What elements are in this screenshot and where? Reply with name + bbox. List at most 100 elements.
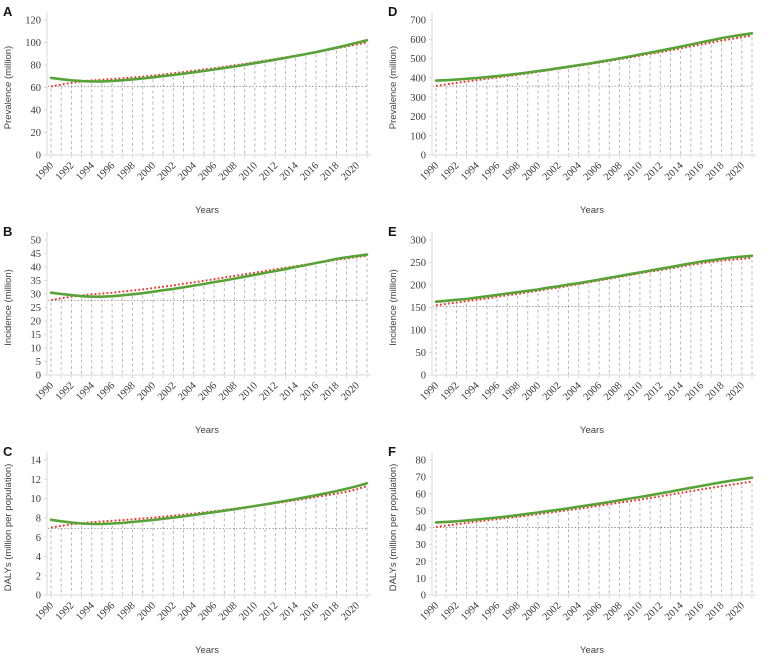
svg-text:0: 0 [36, 151, 41, 162]
svg-text:2002: 2002 [156, 160, 179, 183]
svg-text:2004: 2004 [176, 380, 199, 403]
svg-text:0: 0 [421, 371, 426, 382]
svg-text:0: 0 [421, 591, 426, 602]
svg-text:80: 80 [31, 61, 42, 72]
svg-text:700: 700 [410, 16, 426, 27]
svg-text:2020: 2020 [724, 160, 747, 183]
panel-label-a: A [3, 4, 13, 19]
svg-text:1996: 1996 [480, 380, 503, 403]
chart-b-incidence-number: 0 5 10 15 20 25 30 35 40 45 50 19901992199419961998… [3, 232, 371, 436]
panel-f: F 0 10 20 30 40 50 60 70 80 1990 1992 1994 1996 1998 2… [385, 440, 770, 660]
chart-e-incidence-number: 0501001502002503001990199219941996199820… [388, 232, 756, 436]
svg-text:1990: 1990 [418, 160, 441, 183]
panel-c: C 0 2 4 6 8 10 12 14 1990 1992 1994 1996 1998 2000 200… [0, 440, 385, 660]
svg-text:4: 4 [36, 552, 42, 563]
svg-text:250: 250 [410, 258, 426, 269]
svg-text:2004: 2004 [176, 600, 199, 623]
svg-text:2010: 2010 [622, 600, 645, 623]
svg-text:1990: 1990 [418, 600, 441, 623]
svg-text:2020: 2020 [339, 160, 362, 183]
svg-text:600: 600 [410, 35, 426, 46]
panel-label-f: F [388, 444, 396, 459]
svg-text:2000: 2000 [135, 380, 158, 403]
svg-text:2016: 2016 [299, 160, 322, 183]
svg-text:150: 150 [410, 303, 426, 314]
svg-text:2020: 2020 [339, 380, 362, 403]
svg-text:40: 40 [31, 263, 42, 274]
svg-text:12: 12 [31, 475, 42, 486]
svg-text:2018: 2018 [319, 160, 342, 183]
svg-text:2016: 2016 [299, 380, 322, 403]
svg-text:2004: 2004 [561, 160, 584, 183]
svg-text:2006: 2006 [197, 160, 220, 183]
svg-text:70: 70 [416, 473, 427, 484]
svg-text:2012: 2012 [643, 160, 666, 183]
svg-text:1998: 1998 [500, 600, 523, 623]
svg-text:Years: Years [195, 205, 219, 216]
svg-text:2008: 2008 [602, 600, 625, 623]
svg-text:2002: 2002 [156, 380, 179, 403]
svg-text:DALYs (million per population): DALYs (million per population) [3, 464, 14, 592]
svg-text:Years: Years [195, 425, 219, 436]
svg-text:40: 40 [31, 106, 42, 117]
chart-a-prevalence-number: 0204060801001201990199219941996199820002… [3, 12, 371, 216]
svg-text:2020: 2020 [339, 600, 362, 623]
svg-text:2014: 2014 [663, 160, 686, 183]
svg-text:1996: 1996 [95, 600, 118, 623]
svg-text:15: 15 [31, 330, 42, 341]
svg-text:2012: 2012 [643, 380, 666, 403]
svg-text:50: 50 [416, 506, 427, 517]
svg-text:1992: 1992 [439, 600, 462, 623]
panel-label-c: C [3, 444, 13, 459]
svg-text:1996: 1996 [480, 160, 503, 183]
svg-text:2006: 2006 [582, 600, 605, 623]
svg-text:2006: 2006 [197, 380, 220, 403]
svg-text:2: 2 [36, 571, 41, 582]
svg-text:2012: 2012 [258, 160, 281, 183]
svg-text:100: 100 [25, 38, 41, 49]
svg-text:2004: 2004 [176, 160, 199, 183]
svg-text:100: 100 [410, 326, 426, 337]
svg-text:2002: 2002 [541, 380, 564, 403]
svg-text:1996: 1996 [95, 160, 118, 183]
svg-text:10: 10 [31, 494, 42, 505]
panel-a: A 0 20 40 60 80 100 120 1990 1992 1994 1996 1998 200… [0, 0, 385, 220]
svg-text:0: 0 [36, 371, 41, 382]
svg-text:1992: 1992 [439, 380, 462, 403]
svg-text:1998: 1998 [115, 600, 138, 623]
svg-text:300: 300 [410, 236, 426, 247]
svg-text:10: 10 [31, 344, 42, 355]
svg-text:2000: 2000 [520, 380, 543, 403]
svg-text:2002: 2002 [541, 160, 564, 183]
svg-text:40: 40 [416, 523, 427, 534]
svg-text:Years: Years [195, 645, 219, 656]
svg-text:1994: 1994 [74, 160, 97, 183]
svg-text:1998: 1998 [115, 380, 138, 403]
svg-text:2018: 2018 [319, 380, 342, 403]
panel-d: D 0 100 200 300 400 500 600 700 1990 1992 1994 1996… [385, 0, 770, 220]
svg-text:25: 25 [31, 303, 42, 314]
svg-text:2008: 2008 [217, 380, 240, 403]
svg-text:2014: 2014 [278, 600, 301, 623]
svg-text:1990: 1990 [33, 380, 56, 403]
svg-text:8: 8 [36, 514, 41, 525]
svg-text:2006: 2006 [582, 160, 605, 183]
svg-text:2008: 2008 [602, 160, 625, 183]
svg-text:2008: 2008 [217, 160, 240, 183]
svg-text:5: 5 [36, 357, 41, 368]
svg-text:2012: 2012 [643, 600, 666, 623]
svg-text:200: 200 [410, 112, 426, 123]
svg-text:2016: 2016 [299, 600, 322, 623]
svg-text:2006: 2006 [197, 600, 220, 623]
svg-text:1992: 1992 [439, 160, 462, 183]
svg-text:50: 50 [416, 348, 427, 359]
svg-text:2000: 2000 [135, 600, 158, 623]
svg-text:300: 300 [410, 93, 426, 104]
svg-text:2010: 2010 [237, 600, 260, 623]
svg-text:Prevalence (million): Prevalence (million) [3, 46, 14, 129]
svg-text:2004: 2004 [561, 600, 584, 623]
svg-text:2020: 2020 [724, 380, 747, 403]
svg-text:2010: 2010 [622, 160, 645, 183]
svg-text:2002: 2002 [541, 600, 564, 623]
